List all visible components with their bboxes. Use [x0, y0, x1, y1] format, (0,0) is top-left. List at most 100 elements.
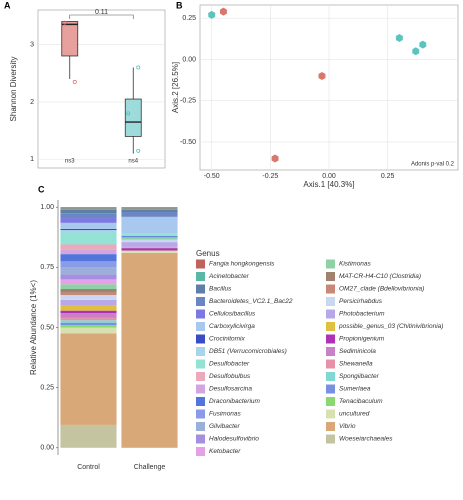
legend-label: Propionigenium	[339, 336, 385, 343]
legend-label: Gilvibacter	[209, 423, 241, 430]
legend-title: Genus	[196, 249, 220, 258]
legend-label: Fangia hongkongensis	[209, 261, 275, 268]
bar-segment	[60, 322, 117, 326]
bar-segment	[60, 333, 117, 425]
bar-segment	[121, 208, 178, 210]
box	[124, 98, 142, 137]
bar-segment	[121, 236, 178, 238]
panel-label: A	[4, 0, 11, 10]
legend-swatch	[326, 434, 335, 444]
x-tick-label: 0.00	[322, 173, 336, 180]
y-tick-label: 0.50	[40, 324, 54, 331]
panel-label: B	[176, 0, 183, 10]
box	[61, 21, 79, 57]
y-axis-label: Axis.2 [26.5%]	[171, 62, 180, 113]
x-tick-label: Control	[77, 464, 100, 471]
x-tick-label: Challenge	[134, 464, 166, 471]
legend-swatch	[326, 397, 335, 406]
legend-label: Photobacterium	[339, 311, 385, 318]
legend-swatch	[326, 272, 335, 281]
y-tick-label: 0.00	[182, 56, 196, 63]
bar-segment	[60, 228, 117, 231]
legend-swatch	[326, 359, 335, 369]
legend-swatch	[196, 359, 205, 369]
legend-swatch	[196, 434, 205, 444]
y-tick-label: -0.25	[180, 98, 196, 105]
bar-segment	[60, 213, 117, 219]
bar-segment	[60, 267, 117, 275]
bar-segment	[60, 254, 117, 262]
bar-segment	[60, 207, 117, 209]
legend-label: Cellulosibacillus	[209, 311, 256, 318]
legend-label: OM27_clade (Bdellovibrionia)	[339, 286, 424, 293]
bar-segment	[60, 317, 117, 321]
data-point	[219, 7, 227, 16]
data-point	[318, 71, 326, 80]
x-tick-label: ns3	[65, 159, 75, 165]
legend-label: Tenacibaculum	[339, 398, 383, 405]
legend-swatch	[326, 322, 335, 331]
annotation: Adonis p-val 0.2	[411, 162, 455, 168]
bar-segment	[121, 246, 178, 249]
legend-swatch	[196, 384, 205, 394]
x-tick-label: -0.50	[204, 173, 220, 180]
legend-swatch	[196, 447, 205, 456]
data-point	[419, 40, 427, 49]
bar-segment	[60, 230, 117, 233]
legend-swatch	[196, 334, 205, 344]
legend-swatch	[326, 297, 335, 306]
legend-label: Draconibacterium	[209, 398, 261, 405]
legend-label: Desulfosarcina	[209, 386, 252, 393]
legend-swatch	[326, 409, 335, 419]
legend-swatch	[326, 334, 335, 344]
y-tick-label: 0.25	[182, 15, 196, 22]
y-tick-label: 0.75	[40, 264, 54, 271]
legend-label: Acinetobacter	[208, 273, 250, 280]
legend-swatch	[196, 272, 205, 281]
y-tick-label: 1.00	[40, 204, 54, 211]
legend-label: Bacillus	[209, 286, 232, 293]
bar-segment	[60, 310, 117, 314]
bar-segment	[121, 239, 178, 243]
bar-segment	[60, 305, 117, 311]
bar-segment	[121, 237, 178, 240]
legend-label: Halodesulfovibrio	[209, 436, 259, 443]
bar-segment	[60, 274, 117, 280]
legend-label: MAT-CR-H4-C10 (Clostridia)	[339, 273, 421, 280]
bar-segment	[60, 325, 117, 328]
legend-label: Persicirhabdus	[339, 298, 383, 305]
x-tick-label: 0.25	[381, 173, 395, 180]
bar-segment	[121, 242, 178, 247]
bar-segment	[60, 208, 117, 210]
legend-label: DB51 (Verrucomicrobiales)	[209, 348, 287, 355]
y-tick-label: 2	[30, 99, 34, 106]
legend-swatch	[326, 309, 335, 319]
x-tick-label: -0.25	[262, 173, 278, 180]
bar-segment	[60, 279, 117, 285]
y-axis-label: Relative Abundance (1%<)	[29, 280, 38, 375]
legend-label: Vibrio	[339, 423, 356, 430]
legend-label: Fusimonas	[209, 411, 242, 418]
bar-segment	[121, 212, 178, 217]
legend-label: Kistimonas	[339, 261, 372, 268]
legend-label: Shewanella	[339, 361, 373, 368]
legend-swatch	[196, 397, 205, 406]
bar-segment	[60, 289, 117, 293]
bar-segment	[60, 218, 117, 223]
data-point	[126, 111, 131, 116]
bar-segment	[60, 299, 117, 306]
annotation: 0.11	[95, 9, 108, 16]
legend-label: Desulfobacter	[209, 361, 250, 368]
x-tick-label: ns4	[128, 159, 138, 165]
legend-label: Sumerlaea	[339, 386, 371, 393]
y-tick-label: 3	[30, 41, 34, 48]
data-point	[136, 148, 141, 153]
bar-segment	[60, 284, 117, 290]
legend-swatch	[196, 297, 205, 306]
y-tick-label: 0.25	[40, 384, 54, 391]
bar-segment	[60, 320, 117, 323]
legend-swatch	[196, 259, 205, 269]
legend-swatch	[196, 372, 205, 381]
legend-label: possible_genus_03 (Chitinivibrionia)	[338, 323, 443, 330]
legend-label: Bacteroidetes_VC2.1_Bac22	[209, 298, 293, 305]
